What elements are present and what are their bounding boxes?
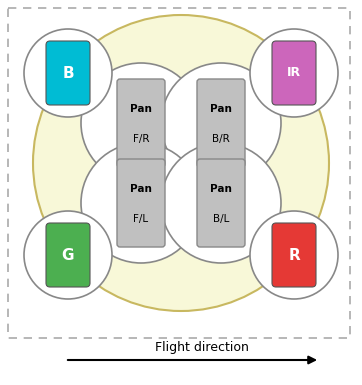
FancyBboxPatch shape xyxy=(197,79,245,167)
FancyBboxPatch shape xyxy=(272,223,316,287)
Text: Pan: Pan xyxy=(130,184,152,194)
Circle shape xyxy=(81,143,201,263)
Text: Flight direction: Flight direction xyxy=(155,341,249,355)
FancyBboxPatch shape xyxy=(117,159,165,247)
Circle shape xyxy=(161,143,281,263)
Bar xyxy=(8,8,350,338)
Circle shape xyxy=(161,63,281,183)
FancyBboxPatch shape xyxy=(272,41,316,105)
FancyBboxPatch shape xyxy=(46,223,90,287)
Text: G: G xyxy=(62,248,74,263)
Text: R: R xyxy=(288,248,300,263)
Text: Pan: Pan xyxy=(130,104,152,114)
Circle shape xyxy=(250,211,338,299)
FancyBboxPatch shape xyxy=(117,79,165,167)
Text: B/L: B/L xyxy=(213,214,229,224)
Text: F/R: F/R xyxy=(133,134,149,144)
FancyBboxPatch shape xyxy=(46,41,90,105)
Circle shape xyxy=(33,15,329,311)
Circle shape xyxy=(81,63,201,183)
FancyBboxPatch shape xyxy=(197,159,245,247)
Circle shape xyxy=(24,29,112,117)
Text: Pan: Pan xyxy=(210,184,232,194)
Text: IR: IR xyxy=(287,67,301,79)
Text: Pan: Pan xyxy=(210,104,232,114)
Text: B: B xyxy=(62,65,74,80)
Circle shape xyxy=(250,29,338,117)
Text: B/R: B/R xyxy=(212,134,230,144)
Text: F/L: F/L xyxy=(134,214,148,224)
Circle shape xyxy=(24,211,112,299)
